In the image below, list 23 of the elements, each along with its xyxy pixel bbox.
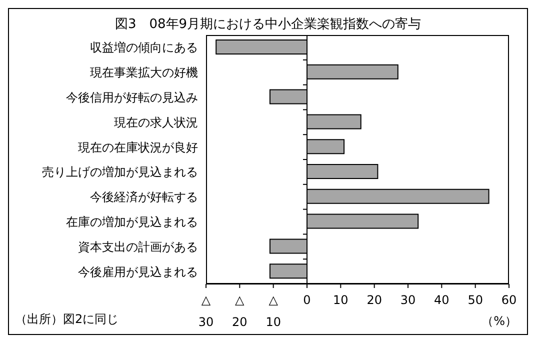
y-tick-label: 在庫の増加が見込まれる (66, 215, 198, 230)
y-tick-label: 今後経済が好転する (90, 190, 198, 204)
y-tick-label: 現在事業拡大の好機 (90, 66, 198, 80)
x-tick-label: △ 10 (266, 293, 281, 329)
x-axis-title: （%） (482, 313, 517, 330)
y-tick-label: 資本支出の計画がある (78, 240, 198, 254)
x-tick-label: △ 30 (198, 293, 214, 329)
x-tick-label: △ 20 (232, 293, 248, 329)
x-tick-label: 40 (434, 293, 450, 307)
x-tick-label: 0 (303, 293, 311, 307)
y-tick-label: 現在の求人状況 (114, 115, 198, 130)
x-tick-label: 30 (400, 293, 416, 307)
x-tick-label: 60 (501, 293, 517, 307)
y-tick-label: 今後雇用が見込まれる (78, 264, 198, 279)
y-tick-label: 売り上げの増加が見込まれる (42, 165, 198, 180)
y-tick-label: 今後信用が好転の見込み (66, 90, 198, 105)
y-tick-label: 収益増の傾向にある (90, 40, 198, 55)
y-tick-label: 現在の在庫状況が良好 (78, 140, 198, 154)
x-tick-label: 20 (366, 293, 382, 307)
x-tick-label: 10 (333, 293, 348, 307)
x-tick-label: 50 (468, 293, 483, 307)
chart-title: 図3 08年9月期における中小企業楽観指数への寄与 (114, 16, 422, 33)
text: （出所）図2に同じ (15, 311, 119, 328)
